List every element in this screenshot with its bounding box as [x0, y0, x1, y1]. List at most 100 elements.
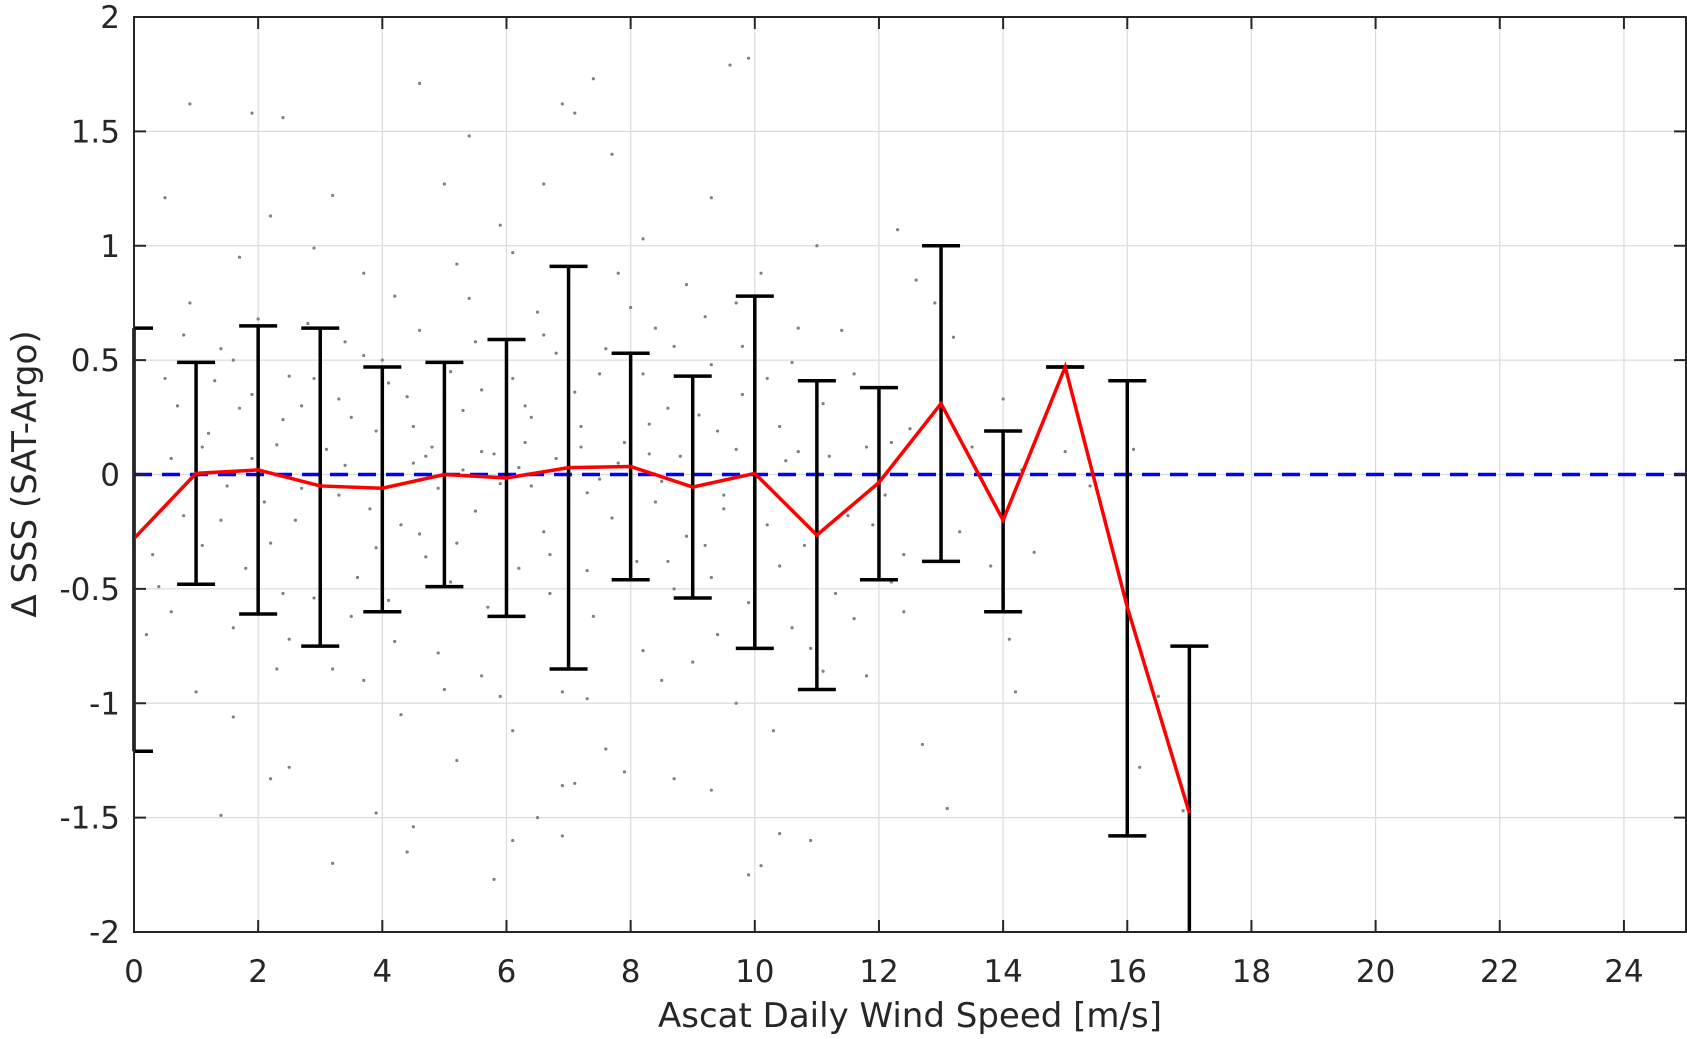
scatter-point-238	[585, 568, 589, 573]
scatter-point-248	[902, 552, 906, 557]
scatter-point-98	[244, 566, 248, 570]
scatter-point-35	[188, 301, 192, 305]
scatter-point-185	[821, 669, 825, 673]
scatter-point-227	[498, 482, 502, 486]
scatter-point-210	[641, 372, 645, 376]
scatter-point-113	[790, 626, 794, 630]
scatter-point-184	[1032, 550, 1036, 554]
scatter-point-63	[324, 447, 329, 451]
scatter-point-67	[492, 452, 496, 456]
scatter-point-232	[250, 456, 254, 461]
scatter-point-213	[740, 344, 744, 348]
scatter-point-189	[715, 633, 720, 637]
scatter-point-136	[1013, 690, 1018, 694]
scatter-point-215	[517, 466, 521, 470]
scatter-point-19	[268, 214, 273, 218]
scatter-point-254	[200, 445, 204, 449]
scatter-point-51	[740, 392, 744, 397]
scatter-point-165	[306, 321, 310, 326]
scatter-point-93	[846, 514, 850, 518]
scatter-point-212	[709, 363, 713, 367]
scatter-point-231	[300, 486, 304, 490]
mean-line-path	[132, 361, 1192, 814]
scatter-point-86	[585, 491, 589, 495]
y-axis-title: Δ SSS (SAT-Argo)	[5, 330, 45, 617]
scatter-point-107	[548, 591, 552, 596]
scatter-point-80	[368, 507, 372, 511]
scatter-point-239	[455, 541, 459, 545]
scatter-point-39	[343, 340, 347, 344]
scatter-point-37	[219, 347, 223, 351]
scatter-point-17	[610, 152, 614, 156]
scatter-point-4	[331, 193, 335, 198]
scatter-point-172	[653, 326, 658, 330]
scatter-point-110	[672, 587, 676, 591]
scatter-point-252	[337, 397, 341, 401]
scatter-point-6	[467, 134, 471, 138]
scatter-point-49	[666, 406, 670, 410]
scatter-point-16	[498, 223, 502, 227]
scatter-point-18	[641, 237, 645, 241]
scatter-point-66	[461, 408, 465, 413]
scatter-point-145	[405, 850, 409, 854]
scatter-point-255	[219, 518, 223, 522]
scatter-point-83	[473, 509, 478, 513]
scatter-point-174	[734, 301, 738, 305]
scatter-point-36	[182, 333, 186, 337]
scatter-point-118	[287, 637, 291, 641]
scatter-point-176	[821, 401, 825, 406]
scatter-point-138	[1156, 694, 1160, 698]
scatter-point-219	[579, 445, 583, 449]
scatter-point-256	[169, 610, 173, 614]
scatter-point-121	[399, 713, 403, 717]
scatter-point-23	[393, 294, 397, 298]
scatter-point-119	[331, 667, 335, 671]
scatter-point-217	[554, 456, 558, 461]
scatter-point-244	[666, 559, 670, 564]
scatter-point-112	[746, 601, 751, 605]
scatter-point-153	[622, 770, 627, 774]
scatter-point-203	[411, 424, 415, 429]
scatter-point-64	[374, 429, 378, 433]
scatter-point-109	[635, 559, 639, 564]
scatter-point-81	[399, 523, 403, 527]
x-tick-label-2: 4	[372, 954, 392, 990]
scatter-point-41	[300, 404, 304, 408]
scatter-point-105	[486, 605, 490, 609]
scatter-point-257	[144, 633, 149, 637]
scatter-point-230	[343, 463, 347, 467]
scatter-point-177	[852, 372, 856, 376]
x-tick-label-5: 10	[735, 954, 774, 990]
scatter-point-246	[778, 564, 782, 568]
scatter-point-95	[958, 530, 962, 534]
scatter-point-243	[268, 541, 273, 545]
scatter-point-85	[542, 530, 546, 534]
scatter-point-160	[560, 834, 564, 838]
x-tick-label-3: 6	[497, 954, 517, 990]
scatter-point-104	[449, 580, 453, 584]
scatter-point-223	[647, 452, 651, 456]
scatter-point-74	[734, 447, 738, 451]
mean-line	[132, 361, 1192, 814]
scatter-point-46	[529, 415, 533, 419]
scatter-point-207	[542, 333, 546, 337]
scatter-point-29	[815, 244, 819, 248]
scatter-point-55	[889, 440, 893, 445]
scatter-point-148	[492, 877, 496, 881]
scatter-point-190	[641, 649, 645, 653]
scatter-point-168	[467, 296, 471, 300]
scatter-point-167	[417, 328, 422, 332]
scatter-point-30	[914, 278, 918, 282]
scatter-point-10	[728, 63, 732, 67]
scatter-point-237	[548, 552, 552, 557]
scatter-point-75	[784, 459, 788, 463]
scatter-point-194	[393, 639, 397, 644]
scatter-point-25	[511, 251, 515, 255]
scatter-point-69	[579, 424, 583, 429]
scatter-point-228	[424, 454, 428, 458]
scatter-point-152	[573, 781, 577, 785]
scatter-point-130	[771, 729, 776, 733]
scatter-point-116	[194, 690, 198, 694]
scatter-point-21	[312, 246, 316, 250]
scatter-point-126	[604, 747, 608, 751]
